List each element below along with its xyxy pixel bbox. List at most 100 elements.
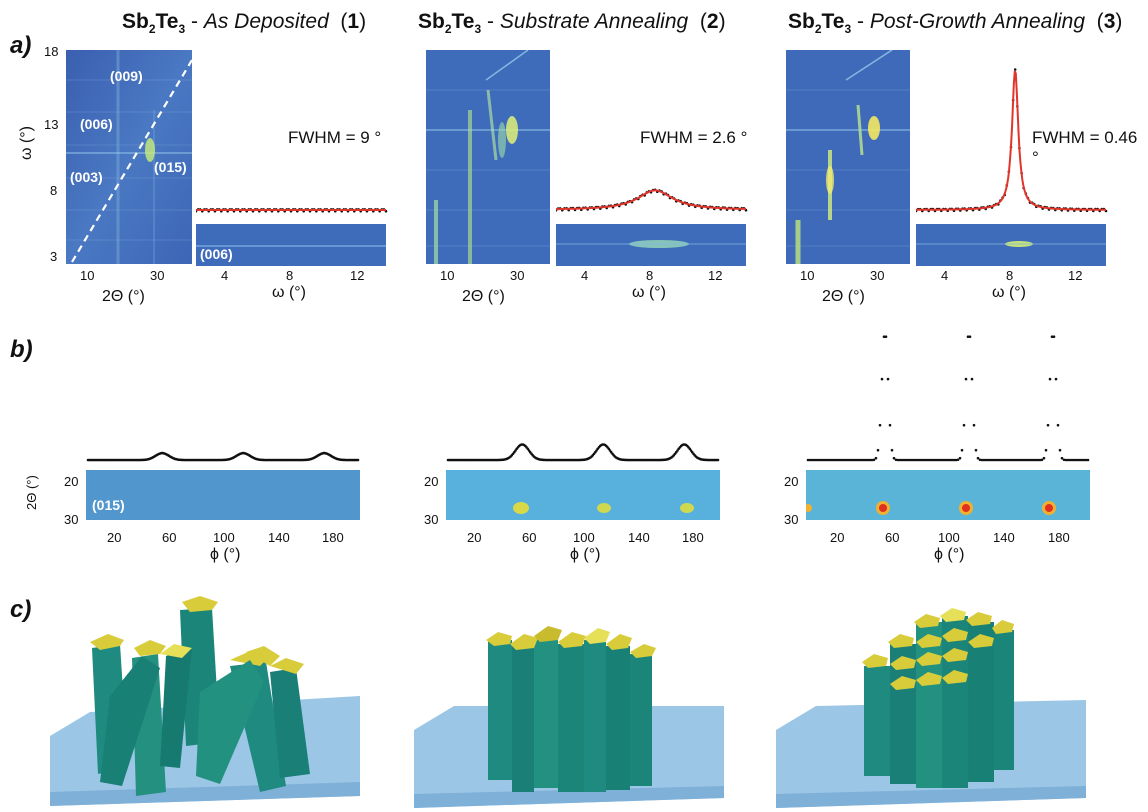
data-point (876, 448, 880, 452)
omega-plot-1: (006) (196, 208, 388, 266)
data-point (846, 458, 850, 462)
data-point (874, 456, 878, 460)
data-point (878, 423, 882, 427)
data-point (894, 458, 898, 462)
omega3-tick-12: 12 (1068, 268, 1083, 283)
nanorods-random (90, 596, 310, 796)
data-point (1034, 458, 1038, 462)
data-point (960, 448, 964, 452)
nanorods-partially-aligned (486, 626, 656, 792)
data-point (1028, 458, 1032, 462)
data-point (868, 458, 872, 462)
data-point (912, 458, 916, 462)
data-point (824, 458, 828, 462)
data-point (978, 458, 982, 462)
phi3-x-axis-title: ϕ (°) (934, 546, 965, 563)
data-point (886, 377, 890, 381)
data-point (842, 458, 846, 462)
phi-plot-1: (015) (86, 451, 360, 520)
phi3-x-tick-180: 180 (1048, 530, 1070, 545)
fit-line (916, 70, 1106, 211)
data-point (956, 458, 960, 462)
phi2-x-tick-100: 100 (573, 530, 595, 545)
data-point (860, 458, 864, 462)
data-point (940, 458, 944, 462)
data-point (1068, 458, 1072, 462)
rsm-y-tick-18: 18 (44, 44, 59, 59)
phi1-x-tick-140: 140 (268, 530, 290, 545)
rsm2-x-axis-title: 2Θ (°) (462, 288, 505, 305)
phi3-x-tick-20: 20 (830, 530, 845, 545)
data-point (1032, 458, 1036, 462)
column-title-2: Sb2Te3 - Substrate Annealing (2) (418, 10, 726, 37)
data-point (1038, 458, 1042, 462)
data-point (898, 458, 902, 462)
data-point (926, 458, 930, 462)
phi2-x-tick-60: 60 (522, 530, 537, 545)
data-point (840, 458, 844, 462)
data-point (998, 458, 1002, 462)
phi3-y-tick-30: 30 (784, 512, 799, 527)
omega-curve-2 (556, 188, 748, 212)
data-point (834, 458, 838, 462)
rsm-map-2-image (426, 50, 550, 264)
data-point (1030, 458, 1034, 462)
rsm-y-tick-3: 3 (50, 249, 58, 264)
omega3-tick-4: 4 (941, 268, 949, 283)
data-point (1026, 458, 1030, 462)
phi1-y-tick-20: 20 (64, 474, 79, 489)
data-point (988, 458, 992, 462)
data-point (882, 335, 886, 338)
data-point (984, 458, 988, 462)
data-point (1046, 423, 1050, 427)
omega2-axis-title: ω (°) (632, 284, 666, 301)
data-point (890, 448, 894, 452)
data-point (936, 458, 940, 462)
fit-line (556, 189, 747, 211)
phi-curve-3 (806, 335, 1090, 462)
data-point (1008, 458, 1012, 462)
omega3-axis-title: ω (°) (992, 284, 1026, 301)
phi-plot-3 (806, 335, 1090, 520)
rsm-map-1-image: (009) (006) (003) (015) (66, 50, 192, 264)
column-title-3: Sb2Te3 - Post-Growth Annealing (3) (788, 10, 1123, 37)
phi-curve-2 (446, 443, 720, 462)
data-point (1076, 458, 1080, 462)
rsm3-x-axis-title: 2Θ (°) (822, 288, 865, 305)
data-point (1054, 377, 1058, 381)
phi-map-1-label: (015) (92, 497, 125, 513)
data-point (1070, 458, 1074, 462)
data-point (866, 458, 870, 462)
data-point (1084, 458, 1088, 462)
data-point (934, 458, 938, 462)
data-point (1052, 335, 1056, 338)
data-point (902, 458, 906, 462)
phi1-x-tick-100: 100 (213, 530, 235, 545)
data-point (1000, 458, 1004, 462)
phi1-x-tick-60: 60 (162, 530, 177, 545)
data-point (952, 458, 956, 462)
data-point (1058, 448, 1062, 452)
rsm2-x-tick-10: 10 (440, 268, 455, 283)
data-point (850, 458, 854, 462)
panel-letter-c: c) (10, 596, 32, 623)
data-point (812, 458, 816, 462)
annotation-015: (015) (154, 159, 187, 175)
data-point (1072, 458, 1076, 462)
phi3-x-tick-140: 140 (993, 530, 1015, 545)
phi-map-2 (446, 470, 720, 520)
data-point (1078, 458, 1082, 462)
rsm-y-axis-title: ω (°) (18, 126, 35, 160)
data-point (962, 423, 966, 427)
data-point (862, 458, 866, 462)
column-title-1: Sb2Te3 - As Deposited (1) (122, 10, 367, 37)
phi-plot-2 (446, 443, 720, 520)
rsm-y-tick-13: 13 (44, 117, 59, 132)
omega-curve-3 (916, 68, 1108, 213)
rsm-map-3 (786, 50, 910, 264)
data-point (1020, 458, 1024, 462)
omega-curve-1 (196, 208, 388, 213)
data-point (856, 458, 860, 462)
data-point (892, 456, 896, 460)
omega-plot-3 (916, 68, 1108, 266)
